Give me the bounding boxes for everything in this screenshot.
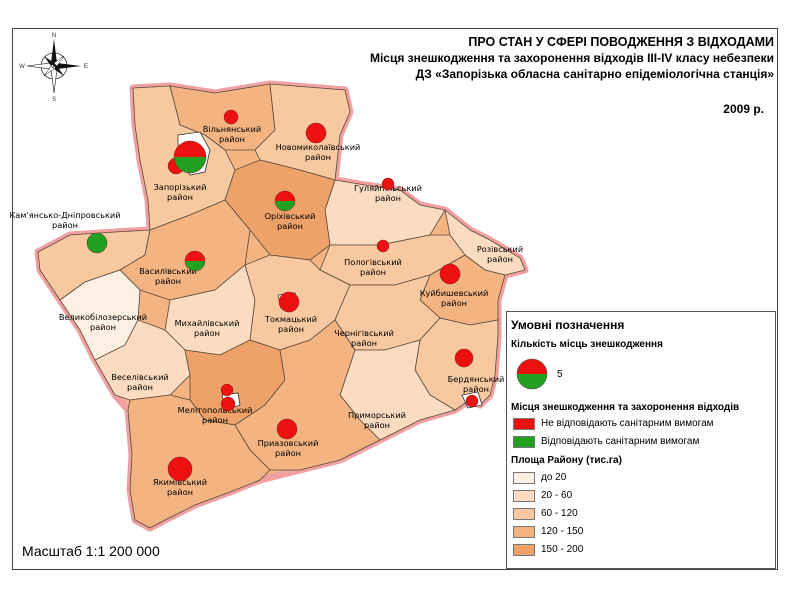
site-marker <box>173 140 207 174</box>
site-marker <box>305 122 327 144</box>
site-marker <box>454 348 474 368</box>
district-label: Новомиколаївський район <box>276 142 361 162</box>
legend-swatch-area-3 <box>513 526 535 538</box>
district-label: Михайлівський район <box>175 318 240 338</box>
legend-swatch-not-compliant <box>513 418 535 430</box>
district-label: Мелітопольський район <box>178 405 253 425</box>
district-label: Розівський район <box>477 244 523 264</box>
legend-not-compliant: Не відповідають санітарним вимогам <box>541 418 714 429</box>
legend-area-4: 150 - 200 <box>541 544 584 555</box>
legend: Умовні позначення Кількість місць знешко… <box>506 311 776 569</box>
legend-area-heading: Площа Району (тис.га) <box>511 455 622 466</box>
district-label: Великобілозерський район <box>59 312 147 332</box>
district-label: Веселівський район <box>111 372 168 392</box>
district-label: Чернігівський район <box>334 328 394 348</box>
legend-count-value: 5 <box>557 369 563 380</box>
district-label: Василівський район <box>139 266 197 286</box>
legend-area-2: 60 - 120 <box>541 508 578 519</box>
site-marker <box>86 232 108 254</box>
legend-count-symbol <box>516 358 548 390</box>
legend-swatch-compliant <box>513 436 535 448</box>
site-marker <box>278 291 300 313</box>
legend-sites-heading: Місця знешкодження та захоронення відход… <box>511 402 740 413</box>
compass-n: N <box>52 33 56 39</box>
site-marker <box>167 456 193 482</box>
legend-swatch-area-0 <box>513 472 535 484</box>
compass-s: S <box>52 97 56 103</box>
district-label: Кам'янсько-Дніпровський район <box>9 210 120 230</box>
site-marker <box>220 396 236 412</box>
district-label: Приморський район <box>348 410 406 430</box>
site-marker <box>439 263 461 285</box>
site-marker <box>381 177 395 191</box>
district-yakymivskyi <box>127 394 271 529</box>
legend-swatch-area-2 <box>513 508 535 520</box>
legend-area-3: 120 - 150 <box>541 526 584 537</box>
compass-e: E <box>84 64 88 70</box>
site-marker <box>220 383 234 397</box>
map-source: ДЗ «Запорізька обласна санітарно епідемі… <box>415 67 774 81</box>
district-label: Якимівський район <box>153 477 207 497</box>
site-markers <box>86 109 479 482</box>
district-label: Пологівський район <box>344 257 402 277</box>
legend-area-0: до 20 <box>541 472 567 483</box>
legend-count-heading: Кількість місць знешкодження <box>511 339 663 350</box>
compass-rose: N S W E <box>19 33 88 103</box>
district-label: Оріхівський район <box>265 211 316 231</box>
district-label: Запорізький район <box>154 182 207 202</box>
district-label: Вільнянський район <box>203 124 262 144</box>
map-scale: Масштаб 1:1 200 000 <box>22 543 160 559</box>
site-marker <box>376 239 390 253</box>
district-areas <box>37 83 526 529</box>
district-label: Приазовський район <box>258 438 319 458</box>
legend-title: Умовні позначення <box>511 318 625 332</box>
compass-w: W <box>19 64 25 70</box>
map-year: 2009 р. <box>723 102 764 116</box>
site-marker <box>276 418 298 440</box>
legend-swatch-area-4 <box>513 544 535 556</box>
site-marker <box>465 394 479 408</box>
legend-area-1: 20 - 60 <box>541 490 573 501</box>
site-marker <box>223 109 239 125</box>
district-label: Бердянський район <box>448 374 505 394</box>
map-title: ПРО СТАН У СФЕРІ ПОВОДЖЕННЯ З ВІДХОДАМИ <box>468 35 774 49</box>
district-label: Токмацький район <box>264 314 317 334</box>
map-subtitle: Місця знешкодження та захоронення відход… <box>369 51 774 65</box>
district-label: Куйбишевський район <box>420 288 489 308</box>
map-frame <box>12 28 778 570</box>
site-marker <box>184 250 206 272</box>
legend-compliant: Відповідають санітарним вимогам <box>541 436 700 447</box>
site-marker <box>274 190 296 212</box>
legend-swatch-area-1 <box>513 490 535 502</box>
district-pryazovskyi <box>234 319 381 471</box>
